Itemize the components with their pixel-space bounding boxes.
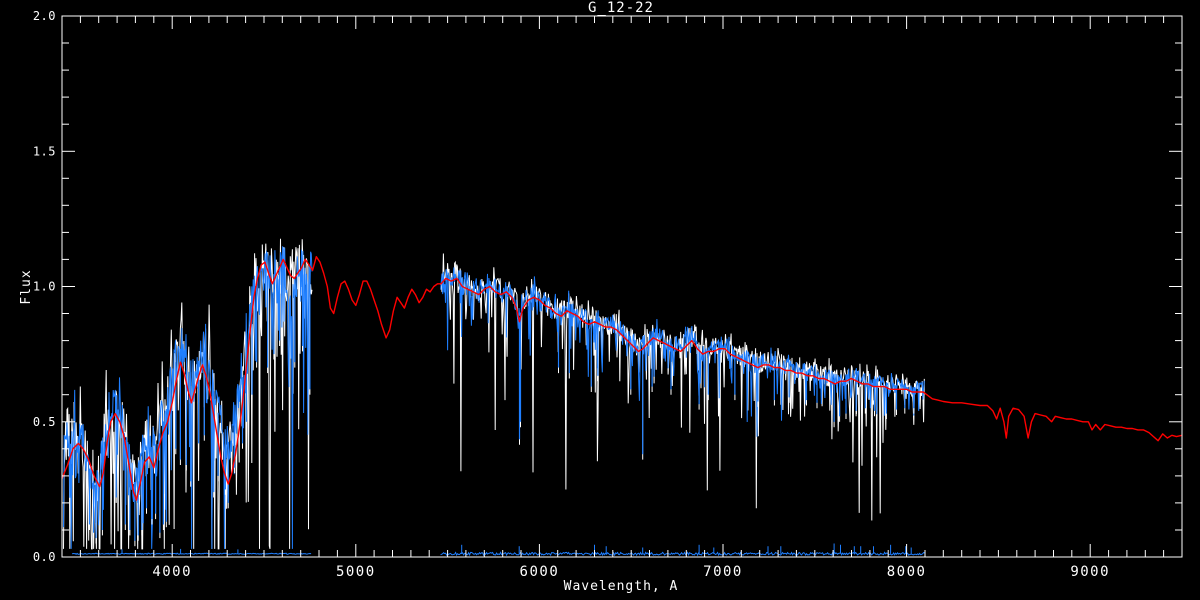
x-axis-title: Wavelength, A [564, 579, 679, 594]
axes-layer: 4000 5000 6000 7000 8000 9000 0.0 0.5 1.0 1.5 2.0 [33, 9, 1183, 580]
plot-title: G_12-22 [588, 0, 654, 16]
observed-spectrum-white [440, 253, 925, 521]
series-layer [62, 238, 1182, 557]
y-tick-label: 0.5 [33, 415, 56, 429]
x-tick-label: 6000 [520, 564, 560, 580]
x-tick-label: 8000 [887, 564, 927, 580]
template-spectrum-red [62, 256, 1182, 501]
y-tick-label: 1.0 [33, 280, 56, 294]
x-tick-label: 5000 [336, 564, 376, 580]
y-tick-label: 1.5 [33, 144, 56, 158]
x-tick-label: 4000 [152, 564, 192, 580]
plot-frame [61, 15, 1183, 558]
y-tick-label: 2.0 [33, 9, 56, 23]
x-tick-label: 7000 [703, 564, 743, 580]
y-tick-label: 0.0 [33, 550, 56, 564]
x-tick-label: 9000 [1070, 564, 1110, 580]
y-axis-title: Flux [19, 269, 34, 304]
error-spectrum-line [71, 552, 312, 555]
